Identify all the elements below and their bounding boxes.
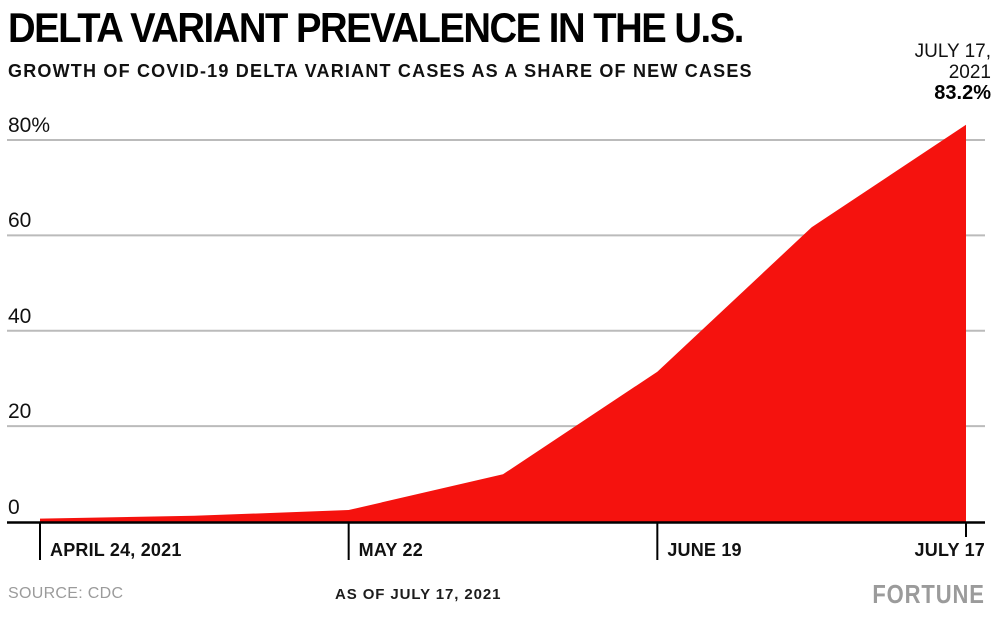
x-axis-label-4: JUNE 19 (667, 540, 742, 560)
y-axis-label-0: 0 (8, 495, 20, 519)
as-of-note: AS OF JULY 17, 2021 (335, 586, 502, 603)
delta-share-area (40, 124, 966, 523)
annotation-date-line2: 2021 (948, 62, 991, 83)
x-axis-label-2: MAY 22 (358, 540, 423, 560)
y-axis-label-80: 80% (8, 114, 51, 137)
chart-title: DELTA VARIANT PREVALENCE IN THE U.S. (8, 6, 744, 52)
source-credit: SOURCE: CDC (8, 585, 124, 602)
annotation-value: 83.2% (934, 82, 991, 104)
y-axis-label-60: 60 (8, 209, 32, 233)
chart-subtitle: GROWTH OF COVID-19 DELTA VARIANT CASES A… (8, 61, 753, 81)
annotation-date-line1: JULY 17, (914, 41, 991, 62)
x-axis-label-0: APRIL 24, 2021 (50, 540, 182, 560)
y-axis-label-20: 20 (8, 400, 32, 424)
x-axis-label-6: JULY 17 (914, 540, 985, 560)
fortune-logo: FORTUNE (872, 580, 985, 610)
y-axis-label-40: 40 (8, 304, 32, 328)
end-point-annotation: JULY 17, 2021 83.2% (915, 41, 991, 104)
